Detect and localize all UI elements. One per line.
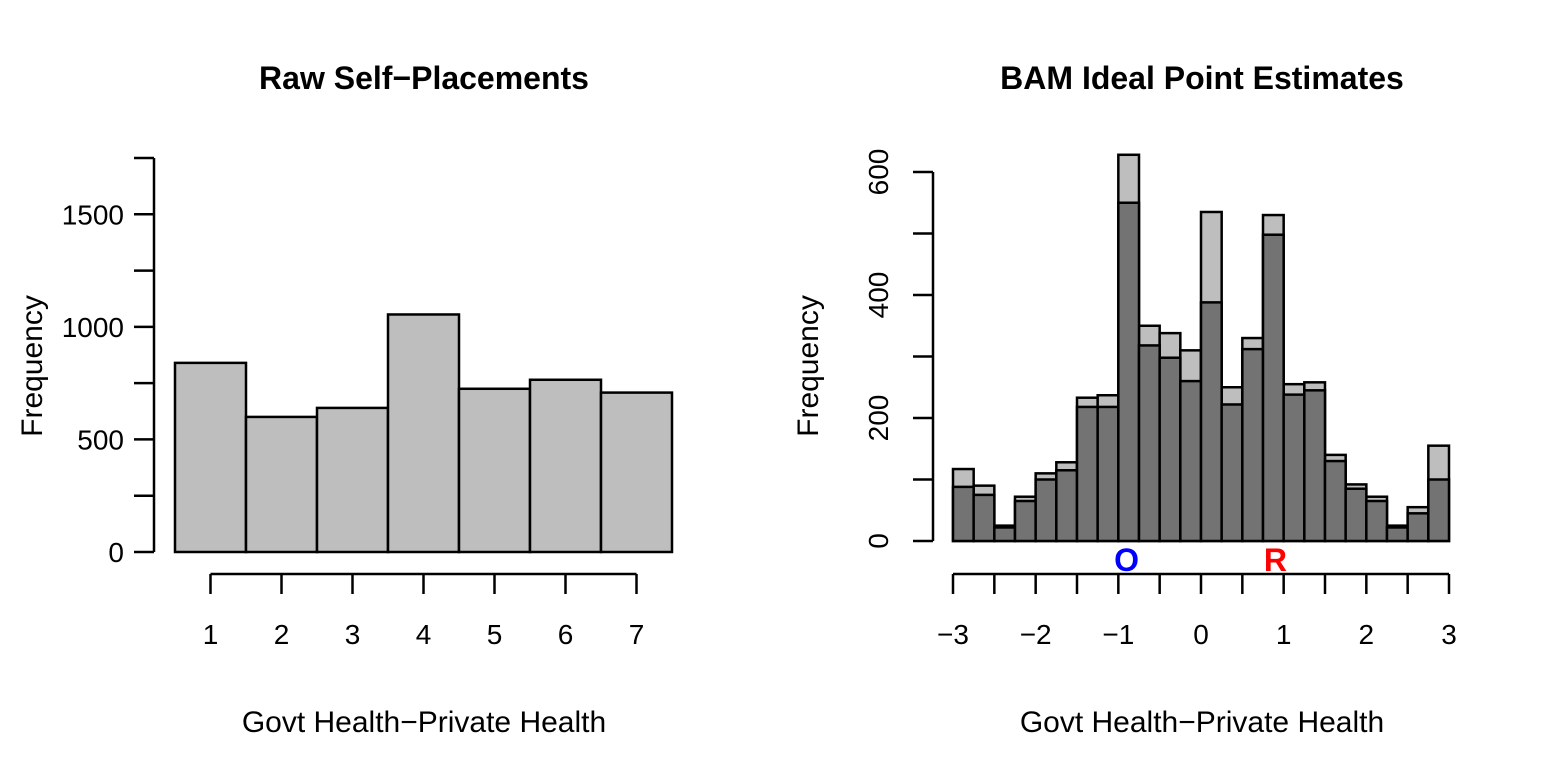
right-y-axis-label: Frequency [792, 295, 825, 437]
left-bar-3 [315, 406, 390, 554]
right-front-bar [1137, 344, 1161, 543]
right-x-tick-label: −3 [937, 619, 969, 650]
left-chart-title: Raw Self−Placements [259, 60, 589, 96]
right-front-bar [1013, 499, 1037, 543]
right-x-tick-label: 3 [1441, 619, 1457, 650]
right-x-tick-label: 2 [1359, 619, 1375, 650]
left-bar-6 [528, 378, 603, 554]
right-x-axis-label: Govt Health−Private Health [1020, 706, 1384, 739]
marker-R: R [1264, 542, 1287, 578]
right-y-axis: 0 200 400 600 [863, 149, 935, 549]
right-front-bar [1385, 526, 1409, 543]
right-front-bar [1365, 499, 1389, 543]
right-front-bar [1427, 478, 1451, 543]
left-x-axis: 1 2 3 4 5 6 7 [203, 572, 645, 650]
left-y-tick-label: 1000 [62, 312, 124, 343]
right-front-bar [1241, 347, 1265, 543]
left-y-tick-label: 0 [108, 537, 124, 568]
left-y-tick-label: 1500 [62, 199, 124, 230]
right-x-tick-label: 1 [1276, 619, 1292, 650]
right-front-bar [1034, 478, 1058, 543]
left-x-tick-label: 5 [487, 619, 503, 650]
right-front-bar [1220, 403, 1244, 543]
left-x-tick-label: 6 [558, 619, 574, 650]
right-x-tick-label: 0 [1193, 619, 1209, 650]
left-bar-4 [386, 313, 461, 554]
raw-self-placements-panel: Raw Self−Placements Govt Health−Private … [16, 60, 674, 739]
right-front-bar [972, 493, 996, 543]
right-front-bar [1096, 405, 1120, 543]
left-y-axis: 0 500 1000 1500 [62, 156, 156, 568]
right-front-bar [1158, 356, 1182, 543]
left-bar-5 [457, 387, 532, 554]
right-front-bar [1406, 512, 1430, 543]
right-x-tick-label: −1 [1102, 619, 1134, 650]
right-front-bar [1261, 233, 1285, 543]
left-bars [173, 313, 674, 554]
left-x-tick-label: 1 [203, 619, 219, 650]
bam-ideal-point-panel: BAM Ideal Point Estimates Govt Health−Pr… [792, 60, 1457, 739]
left-x-tick-label: 7 [629, 619, 645, 650]
left-x-tick-label: 4 [416, 619, 432, 650]
right-front-bar [1055, 469, 1079, 543]
right-bars-front [951, 201, 1451, 543]
left-bar-1 [173, 361, 248, 554]
right-y-tick-label: 0 [863, 533, 894, 549]
right-front-bar [1075, 405, 1099, 543]
right-x-tick-label: −2 [1020, 619, 1052, 650]
right-y-tick-label: 600 [863, 149, 894, 196]
marker-O: O [1114, 542, 1139, 578]
right-front-bar [1323, 459, 1347, 543]
left-y-tick-label: 500 [77, 424, 124, 455]
right-front-bar [1303, 389, 1327, 543]
left-bar-7 [599, 391, 674, 554]
left-bar-2 [244, 415, 319, 554]
right-x-axis: −3 −2 −1 0 1 2 3 [937, 572, 1457, 650]
left-y-axis-label: Frequency [16, 295, 49, 437]
right-chart-title: BAM Ideal Point Estimates [1000, 60, 1404, 96]
left-x-axis-label: Govt Health−Private Health [242, 706, 606, 739]
right-y-tick-label: 200 [863, 395, 894, 442]
right-y-tick-label: 400 [863, 272, 894, 319]
right-front-bar [951, 485, 975, 543]
right-front-bar [1179, 379, 1203, 543]
right-front-bar [1199, 301, 1223, 543]
right-front-bar [1282, 393, 1306, 543]
right-front-bar [1344, 487, 1368, 543]
right-front-bar [1117, 201, 1141, 543]
left-x-tick-label: 3 [345, 619, 361, 650]
left-x-tick-label: 2 [274, 619, 290, 650]
right-front-bar [993, 526, 1017, 543]
